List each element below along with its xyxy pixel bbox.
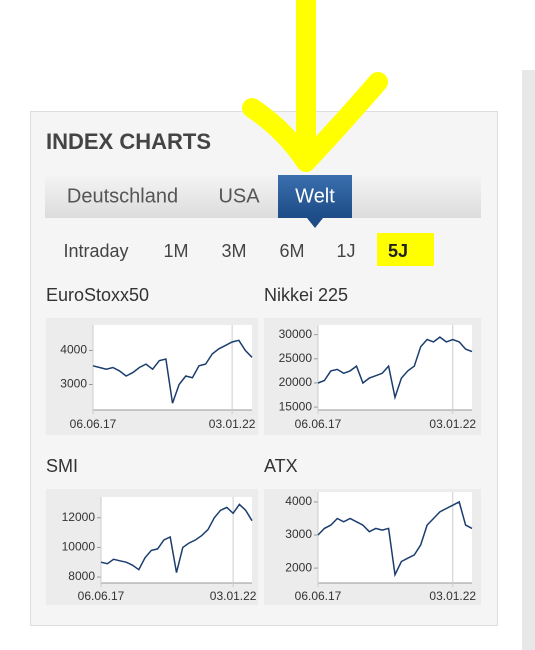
plot-area	[93, 325, 252, 410]
y-tick-label: 30000	[279, 327, 313, 341]
y-tick-label: 8000	[68, 569, 95, 583]
chart-title: SMI	[46, 456, 78, 476]
index-line	[92, 339, 253, 404]
y-tick-label: 10000	[62, 540, 96, 554]
period[interactable]: 1M	[163, 241, 188, 261]
highlight	[377, 233, 434, 266]
tab-pointer	[307, 218, 323, 228]
plot-area	[318, 492, 472, 583]
panel-title: INDEX CHARTS	[46, 129, 211, 154]
y-tick-label: 2000	[285, 560, 312, 574]
chart-title: ATX	[264, 456, 298, 476]
y-tick-label: 3000	[285, 527, 312, 541]
tab[interactable]: Welt	[295, 185, 335, 207]
period[interactable]: Intraday	[63, 241, 128, 261]
y-tick-label: 15000	[279, 399, 313, 413]
tab[interactable]: Deutschland	[67, 185, 178, 207]
period[interactable]: 3M	[221, 241, 246, 261]
x-tick-label: 03.01.22	[429, 589, 476, 603]
tab-bar	[45, 175, 481, 218]
period[interactable]: 1J	[336, 241, 355, 261]
index-line	[317, 500, 473, 578]
y-tick-label: 20000	[279, 375, 313, 389]
tabs: Deutschland USA Welt	[67, 175, 352, 228]
y-tick-label: 4000	[60, 343, 87, 357]
x-tick-label: 03.01.22	[210, 589, 257, 603]
index-line	[100, 503, 253, 573]
x-tick-label: 06.06.17	[295, 589, 342, 603]
periods: Intraday 1M 3M 6M 1J 5J	[63, 241, 408, 261]
active-tab	[278, 175, 352, 218]
x-tick-label: 03.01.22	[429, 417, 476, 431]
y-tick-label: 4000	[285, 494, 312, 508]
y-tick-label: 3000	[60, 377, 87, 391]
x-tick-label: 03.01.22	[209, 417, 256, 431]
annotation-arrow	[242, 0, 388, 172]
y-tick-label: 25000	[279, 351, 313, 365]
chart-title: EuroStoxx50	[46, 285, 149, 305]
index-line	[317, 336, 473, 401]
x-tick-label: 06.06.17	[70, 417, 117, 431]
x-tick-label: 06.06.17	[295, 417, 342, 431]
y-tick-label: 12000	[62, 510, 96, 524]
charts: EuroStoxx50 3000 4000 06.06.17 03.01.22 Nikke…	[46, 285, 481, 605]
chart-title: Nikkei 225	[264, 285, 348, 305]
tab[interactable]: USA	[218, 185, 260, 207]
period[interactable]: 5J	[388, 241, 408, 261]
x-tick-label: 06.06.17	[78, 589, 125, 603]
period[interactable]: 6M	[279, 241, 304, 261]
scroll-strip	[522, 70, 535, 650]
